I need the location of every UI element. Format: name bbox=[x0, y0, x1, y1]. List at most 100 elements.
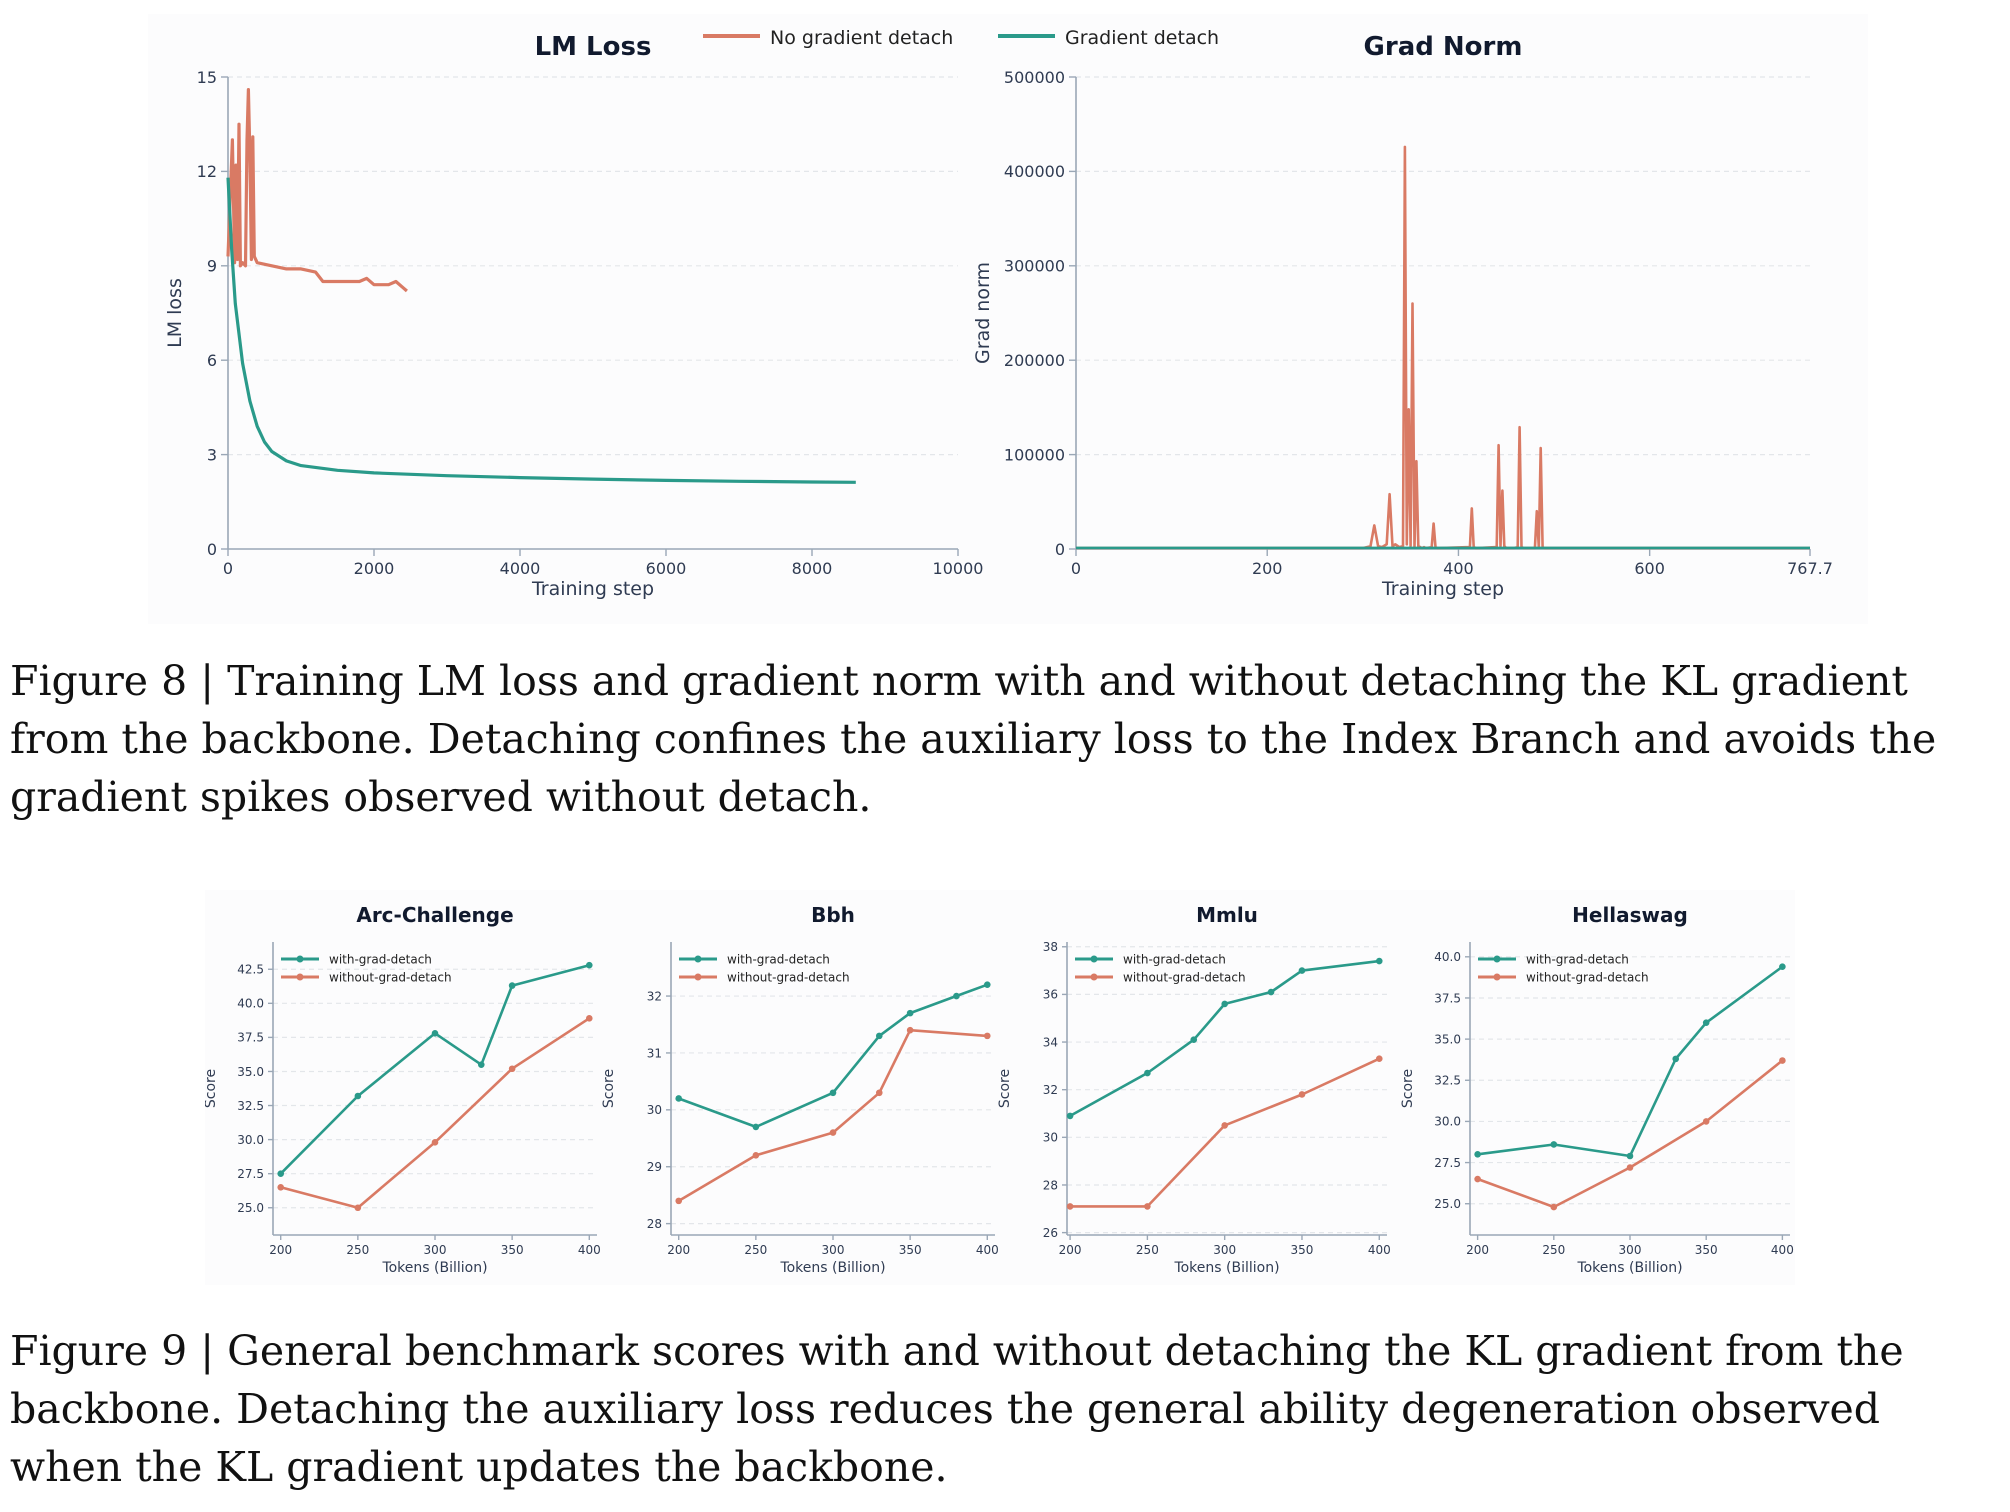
x-axis-label: Training step bbox=[531, 578, 654, 600]
data-point bbox=[585, 1015, 593, 1022]
data-point bbox=[906, 1009, 914, 1017]
y-axis-label: Score bbox=[1400, 1069, 1416, 1108]
x-tick-label: 250 bbox=[1542, 1243, 1565, 1257]
y-tick-label: 15 bbox=[197, 68, 217, 87]
y-tick-label: 32 bbox=[1043, 1083, 1058, 1097]
x-tick-label: 250 bbox=[346, 1243, 369, 1257]
data-point bbox=[752, 1152, 760, 1159]
data-point bbox=[1779, 1057, 1786, 1064]
figure-8-caption-text: Training LM loss and gradient norm with … bbox=[10, 657, 1937, 821]
y-tick-label: 6 bbox=[207, 351, 217, 370]
data-point bbox=[983, 981, 991, 988]
x-tick-label: 200 bbox=[1252, 559, 1283, 578]
y-tick-label: 400000 bbox=[1004, 162, 1065, 181]
y-tick-label: 38 bbox=[1043, 940, 1058, 954]
data-point bbox=[1066, 1203, 1074, 1210]
chart-title: Grad Norm bbox=[1364, 32, 1523, 62]
y-tick-label: 100000 bbox=[1004, 445, 1065, 464]
data-point bbox=[1267, 988, 1275, 996]
x-tick-label: 350 bbox=[899, 1243, 922, 1257]
data-point bbox=[277, 1184, 285, 1191]
y-tick-label: 42.5 bbox=[237, 963, 264, 977]
chart-title: LM Loss bbox=[535, 32, 652, 62]
figure-8: No gradient detach Gradient detach 0 2000… bbox=[148, 14, 1868, 624]
y-tick-label: 40.0 bbox=[1434, 950, 1461, 964]
figure-9-caption-text: General benchmark scores with and withou… bbox=[10, 1327, 1904, 1491]
series-line-0 bbox=[279, 963, 590, 1175]
legend-marker bbox=[1090, 973, 1098, 981]
y-tick-label: 0 bbox=[207, 540, 217, 559]
legend-marker bbox=[694, 973, 702, 981]
figure-9-caption-label: Figure 9 | bbox=[10, 1327, 228, 1375]
y-axis-label: Score bbox=[601, 1069, 617, 1108]
y-axis-label: Score bbox=[997, 1069, 1013, 1108]
figure-9-caption: Figure 9 | General benchmark scores with… bbox=[10, 1322, 2000, 1496]
arc-challenge-panel: 200 250 300 350 400 25.0 27.5 30.0 32.5 35.0 37.5 4… bbox=[205, 903, 601, 1276]
data-point bbox=[1474, 1151, 1481, 1158]
y-tick-label: 25.0 bbox=[237, 1201, 264, 1215]
y-tick-label: 30.0 bbox=[237, 1133, 264, 1147]
hellaswag-panel: 200 250 300 350 400 25.0 27.5 30.0 32.5 35.0 37.5 4… bbox=[1400, 903, 1794, 1276]
x-tick-label: 200 bbox=[667, 1243, 690, 1257]
x-axis-label: Tokens (Billion) bbox=[1173, 1260, 1279, 1276]
legend-label: without-grad-detach bbox=[329, 971, 452, 985]
bbh-panel: 200 250 300 350 400 28 29 30 31 32 Tokens (Billion… bbox=[601, 903, 999, 1276]
data-point bbox=[1066, 1112, 1074, 1120]
x-tick-label: 200 bbox=[1466, 1243, 1489, 1257]
x-tick-label: 767.7 bbox=[1787, 559, 1833, 578]
data-point bbox=[1550, 1141, 1558, 1148]
x-tick-label: 4000 bbox=[500, 559, 541, 578]
y-tick-label: 30 bbox=[1043, 1131, 1058, 1145]
data-point bbox=[585, 961, 593, 969]
x-tick-label: 200 bbox=[1059, 1243, 1082, 1257]
mmlu-panel: 200 250 300 350 400 26 28 30 32 34 36 38 Tokens (Bil… bbox=[997, 903, 1391, 1276]
x-tick-label: 600 bbox=[1634, 559, 1665, 578]
y-tick-label: 30 bbox=[647, 1103, 662, 1117]
x-tick-label: 400 bbox=[1443, 559, 1474, 578]
legend-label: with-grad-detach bbox=[329, 953, 432, 967]
figure-8-caption-label: Figure 8 | bbox=[10, 657, 228, 705]
y-tick-label: 0 bbox=[1055, 540, 1065, 559]
data-point bbox=[431, 1139, 439, 1146]
x-tick-label: 300 bbox=[822, 1243, 845, 1257]
x-tick-label: 0 bbox=[223, 559, 233, 578]
data-point bbox=[431, 1030, 439, 1037]
y-tick-label: 36 bbox=[1043, 988, 1058, 1002]
data-point bbox=[477, 1061, 485, 1068]
data-point bbox=[1779, 963, 1786, 970]
legend-label: with-grad-detach bbox=[1123, 953, 1226, 967]
data-point bbox=[1298, 1091, 1306, 1098]
chart-title: Mmlu bbox=[1196, 903, 1258, 927]
chart-title: Bbh bbox=[811, 903, 855, 927]
data-point bbox=[1144, 1069, 1151, 1077]
y-tick-label: 37.5 bbox=[1434, 991, 1461, 1005]
y-tick-label: 28 bbox=[1043, 1178, 1058, 1192]
x-tick-label: 350 bbox=[501, 1243, 524, 1257]
legend-marker bbox=[296, 973, 304, 981]
lm-loss-panel: 0 2000 4000 6000 8000 10000 0 3 6 9 12 15 Training s… bbox=[164, 32, 983, 600]
data-point bbox=[1221, 1000, 1228, 1008]
data-point bbox=[829, 1129, 837, 1136]
data-point bbox=[1550, 1203, 1558, 1211]
data-point bbox=[1144, 1203, 1151, 1210]
y-tick-label: 300000 bbox=[1004, 257, 1065, 276]
data-point bbox=[1375, 957, 1383, 965]
y-axis-label: Score bbox=[205, 1069, 219, 1108]
data-point bbox=[277, 1170, 285, 1177]
chart-title: Hellaswag bbox=[1572, 903, 1688, 927]
figure-8-legend: No gradient detach Gradient detach bbox=[703, 27, 1219, 49]
x-tick-label: 400 bbox=[1368, 1243, 1391, 1257]
x-tick-label: 350 bbox=[1695, 1243, 1718, 1257]
legend-label: without-grad-detach bbox=[1526, 971, 1649, 985]
y-axis-label: Grad norm bbox=[972, 262, 994, 364]
data-point bbox=[983, 1032, 991, 1040]
y-tick-label: 3 bbox=[207, 445, 217, 464]
data-point bbox=[829, 1089, 837, 1097]
data-point bbox=[1626, 1164, 1634, 1171]
x-tick-label: 6000 bbox=[646, 559, 687, 578]
y-tick-label: 29 bbox=[647, 1160, 662, 1174]
data-point bbox=[875, 1032, 883, 1040]
legend-marker bbox=[694, 955, 702, 963]
data-point bbox=[508, 1065, 516, 1073]
y-tick-label: 200000 bbox=[1004, 351, 1065, 370]
